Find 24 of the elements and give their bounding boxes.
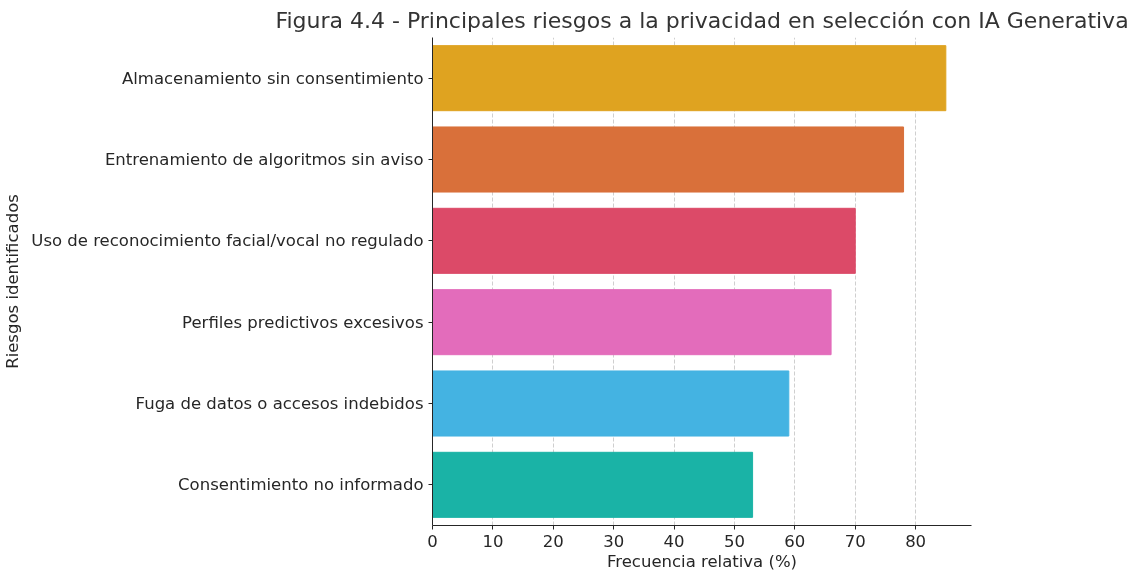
x-tick-label: 50 (723, 531, 745, 551)
bar (432, 289, 832, 356)
bar (432, 451, 754, 518)
x-tick-label: 30 (603, 531, 625, 551)
y-tick-label: Uso de reconocimiento facial/vocal no regulado (31, 231, 424, 251)
bar (432, 126, 905, 193)
x-tick-label: 10 (482, 531, 504, 551)
bar (432, 370, 790, 437)
y-tick-label: Perfiles predictivos excesivos (182, 312, 424, 332)
x-tick-label: 60 (784, 531, 806, 551)
y-tick-label: Fuga de datos o accesos indebidos (135, 394, 424, 413)
y-tick-label: Almacenamiento sin consentimiento (121, 68, 424, 88)
y-tick-label: Consentimiento no informado (178, 475, 424, 495)
x-tick-label: 70 (844, 531, 866, 551)
x-tick-label: 20 (542, 531, 564, 551)
x-tick-label: 40 (663, 531, 685, 551)
x-tick-label: 0 (427, 531, 438, 551)
y-tick-label: Entrenamiento de algoritmos sin aviso (104, 150, 424, 169)
x-tick-label: 80 (905, 531, 927, 551)
y-axis-title: Riesgos identificados (3, 194, 23, 369)
x-axis-title: Frecuencia relativa (%) (607, 551, 798, 571)
bar (432, 207, 856, 274)
chart-title: Figura 4.4 - Principales riesgos a la privacidad en selección con IA Generativa (275, 7, 1129, 33)
bar (432, 45, 947, 112)
